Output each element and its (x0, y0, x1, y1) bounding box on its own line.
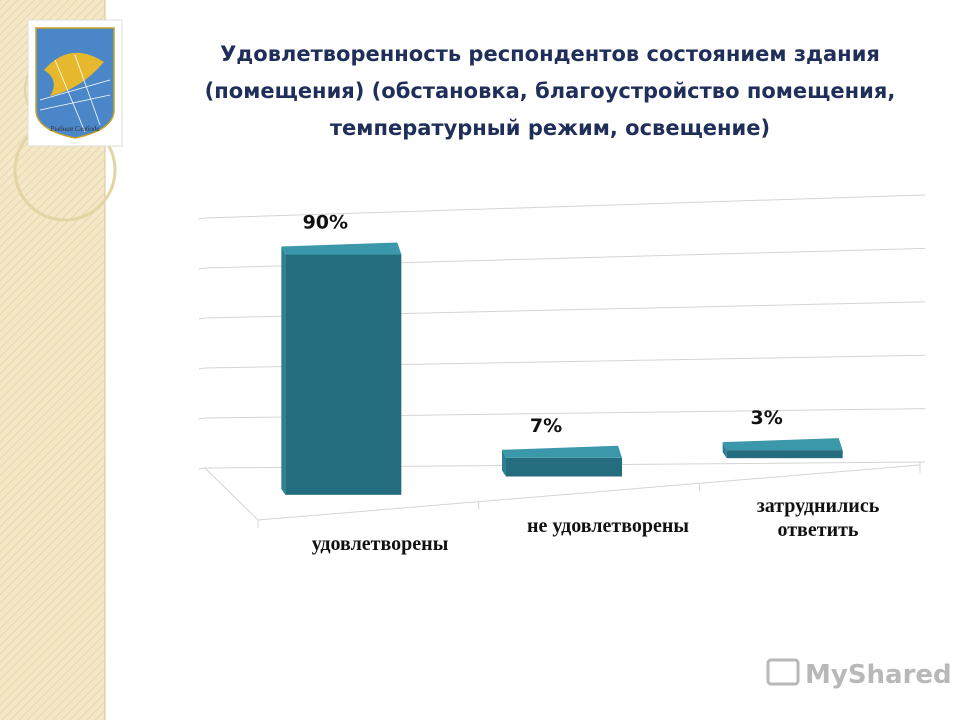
chart-title: Удовлетворенность респондентов состояние… (204, 42, 896, 140)
bar-front (726, 450, 843, 459)
logo: Рыбная Слобода (27, 19, 123, 147)
bar-side (502, 449, 506, 477)
category-label: удовлетворены (311, 533, 449, 555)
value-label: 90% (303, 212, 348, 234)
grid-line (204, 194, 926, 219)
tick-mark (198, 317, 206, 320)
watermark: MyShared (766, 658, 952, 690)
tick-mark (198, 367, 206, 370)
bar (502, 445, 622, 477)
tick-mark (198, 217, 206, 220)
value-label: 3% (751, 407, 783, 429)
floor (204, 462, 921, 521)
tick-mark (198, 417, 206, 420)
category-label: не удовлетворены (526, 515, 690, 537)
bar (281, 242, 402, 495)
value-label: 7% (530, 415, 562, 437)
bar-front (285, 254, 402, 495)
tick-mark (198, 467, 206, 470)
watermark-text: MyShared (805, 660, 952, 690)
logo-caption: Рыбная Слобода (49, 125, 100, 133)
bar-side (722, 442, 727, 459)
bar-top (502, 445, 622, 458)
bar-front (506, 457, 622, 477)
bar-top (722, 438, 843, 451)
bar-top (281, 242, 402, 255)
bar (722, 438, 843, 459)
bar-side (281, 246, 286, 495)
tick-mark (198, 267, 206, 270)
category-label: затруднились ответить (756, 495, 880, 541)
